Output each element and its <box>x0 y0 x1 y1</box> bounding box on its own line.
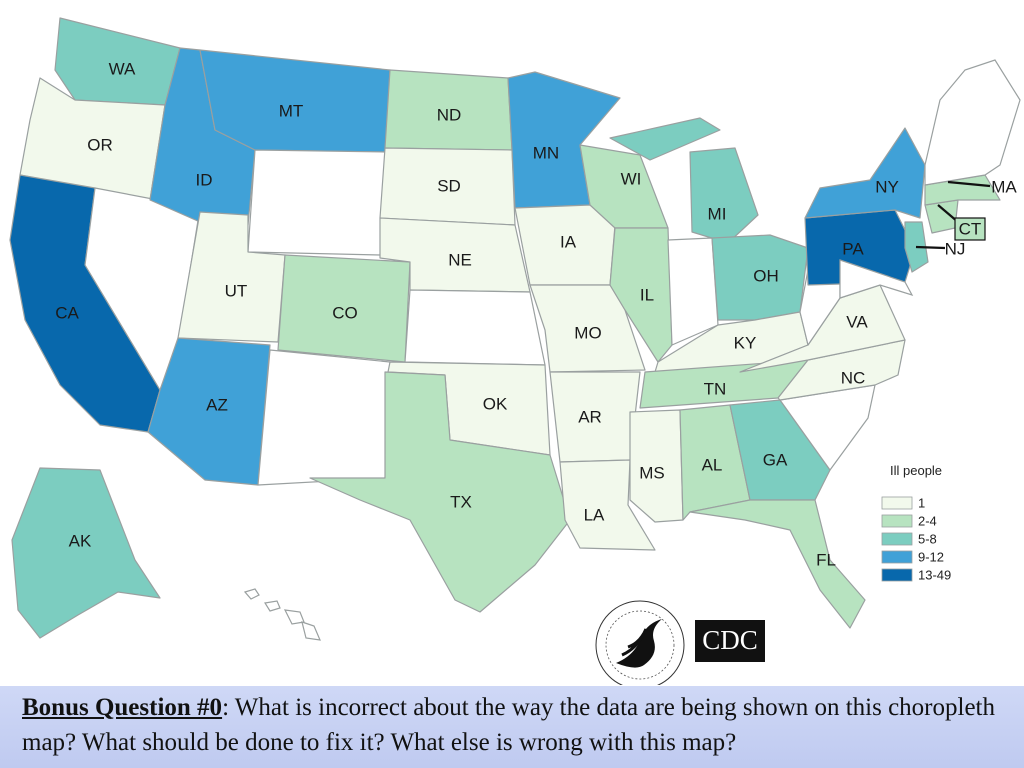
hawaii-islands <box>243 588 321 641</box>
state-label-ar: AR <box>578 407 602 426</box>
question-text: : What is incorrect about the way the da… <box>22 694 995 756</box>
state-label-az: AZ <box>206 395 228 414</box>
state-label-sd: SD <box>437 176 461 195</box>
state-label-mo: MO <box>574 323 601 342</box>
bonus-question-panel: Bonus Question #0: What is incorrect abo… <box>0 686 1024 768</box>
ct-label-box <box>954 217 986 241</box>
state-label-or: OR <box>87 135 113 154</box>
state-label-ky: KY <box>734 333 757 352</box>
state-vt-nh-me <box>924 59 1021 186</box>
state-label-il: IL <box>640 285 654 304</box>
state-label-ok: OK <box>483 394 508 413</box>
unreported-shapes <box>243 59 1021 641</box>
state-label-ak: AK <box>69 531 92 550</box>
state-fl <box>689 499 866 629</box>
state-label-mi: MI <box>708 204 727 223</box>
state-label-pa: PA <box>842 239 864 258</box>
state-label-tn: TN <box>704 379 727 398</box>
state-label-fl: FL <box>816 550 836 569</box>
state-label-ga: GA <box>763 450 788 469</box>
state-label-ut: UT <box>225 281 248 300</box>
state-ak <box>11 467 161 639</box>
legend-swatch <box>881 532 913 546</box>
state-label-al: AL <box>702 455 723 474</box>
legend: Ill people 1 2-4 5-8 9-12 13-49 <box>881 463 951 582</box>
state-label-oh: OH <box>753 266 779 285</box>
state-label-id: ID <box>196 170 213 189</box>
legend-label: 13-49 <box>918 567 951 582</box>
state-md-de <box>839 259 914 299</box>
question-lead: Bonus Question #0 <box>22 694 223 721</box>
state-label-ne: NE <box>448 250 472 269</box>
legend-label: 2-4 <box>918 513 937 528</box>
legend-swatch <box>881 568 913 582</box>
legend-swatch <box>881 514 913 528</box>
cdc-logo-text: CDC <box>702 625 758 655</box>
state-mi <box>609 117 759 244</box>
state-label-ia: IA <box>560 232 577 251</box>
state-label-wa: WA <box>109 59 136 78</box>
state-label-co: CO <box>332 303 358 322</box>
state-label-tx: TX <box>450 492 472 511</box>
state-ks <box>404 289 546 366</box>
state-label-nj: NJ <box>945 239 966 258</box>
state-label-nd: ND <box>437 105 462 124</box>
legend-title: Ill people <box>890 463 942 478</box>
state-label-ma: MA <box>991 177 1017 196</box>
state-ny <box>804 127 926 219</box>
legend-swatch <box>881 550 913 564</box>
state-az <box>147 337 271 486</box>
state-nm <box>257 349 391 486</box>
state-label-va: VA <box>846 312 868 331</box>
state-label-mt: MT <box>279 101 304 120</box>
state-label-ny: NY <box>875 177 899 196</box>
legend-label: 1 <box>918 495 925 510</box>
state-labels: WA OR CA ID MT UT AZ CO ND SD NE OK TX MN IA MO AR LA WI IL… <box>55 59 1017 569</box>
state-ga <box>729 399 831 501</box>
state-label-ct: CT <box>959 219 982 238</box>
legend-swatch <box>881 496 913 510</box>
hhs-seal-logo <box>595 600 685 685</box>
legend-label: 5-8 <box>918 531 937 546</box>
cdc-logo: CDC <box>695 620 765 662</box>
state-tx <box>309 371 571 613</box>
state-ms <box>629 409 684 523</box>
state-label-la: LA <box>584 505 605 524</box>
state-label-ca: CA <box>55 303 79 322</box>
state-label-ms: MS <box>639 463 665 482</box>
state-shapes <box>9 17 1001 639</box>
state-wy <box>247 149 386 256</box>
state-label-nc: NC <box>841 368 866 387</box>
state-label-mn: MN <box>533 143 559 162</box>
legend-label: 9-12 <box>918 549 944 564</box>
us-choropleth-map: WA OR CA ID MT UT AZ CO ND SD NE OK TX MN IA MO AR LA WI IL… <box>9 17 1021 685</box>
state-label-wi: WI <box>621 169 642 188</box>
